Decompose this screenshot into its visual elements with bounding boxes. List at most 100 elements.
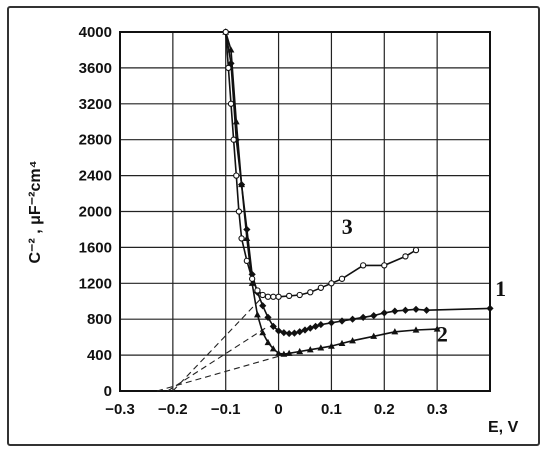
y-tick-label: 0 xyxy=(104,383,112,400)
series-3-point xyxy=(248,275,256,282)
series-2-point xyxy=(306,346,314,353)
series-2-point xyxy=(269,345,277,352)
series-1-point xyxy=(259,302,267,310)
series-2-point xyxy=(338,339,346,347)
y-tick-label: 2000 xyxy=(79,204,112,221)
series-3-point xyxy=(328,280,335,287)
series-2-point xyxy=(275,349,282,356)
y-tick-label: 400 xyxy=(87,347,112,364)
series-3-point xyxy=(225,64,232,72)
series-3-point xyxy=(264,293,272,300)
series-3-point xyxy=(317,284,325,291)
x-tick-label: 0.1 xyxy=(321,401,342,418)
series-2-point xyxy=(370,332,378,339)
x-tick-label: 0 xyxy=(274,401,282,418)
extrapolation-line-2 xyxy=(156,352,290,392)
series-2-point xyxy=(296,347,304,355)
series-2-point xyxy=(264,338,272,346)
series-1-point xyxy=(327,319,336,327)
y-tick-label: 1200 xyxy=(79,275,112,292)
plot-border xyxy=(119,31,491,392)
y-tick-label: 2400 xyxy=(79,168,112,185)
series-1-point xyxy=(370,312,378,320)
y-tick-label: 1600 xyxy=(79,239,112,256)
extrapolation-lines xyxy=(156,296,290,392)
curve-labels: 1 2 3 xyxy=(342,214,506,347)
series-1-point xyxy=(317,320,325,329)
series-3-point xyxy=(296,291,303,299)
series-1-point xyxy=(412,305,420,313)
series-3-point xyxy=(235,208,243,215)
series-2-point xyxy=(317,344,325,351)
y-tick-label: 2800 xyxy=(79,132,112,149)
series-2-point xyxy=(328,342,335,349)
curve-label-2: 2 xyxy=(437,322,448,347)
x-tick-label: −0.2 xyxy=(158,401,188,418)
series-3-point xyxy=(270,293,277,300)
series-3-point xyxy=(381,262,388,269)
y-tick-label: 3600 xyxy=(79,60,112,77)
x-tick-label: −0.3 xyxy=(105,401,135,418)
series-2 xyxy=(222,28,441,357)
series-2-point xyxy=(412,326,420,333)
series-1-point xyxy=(248,270,256,278)
series-1-point xyxy=(422,306,431,314)
series-2-point xyxy=(259,329,267,336)
series-3-point xyxy=(359,262,367,269)
series-1-point xyxy=(348,315,357,323)
series-3 xyxy=(222,28,420,300)
data-series xyxy=(222,28,494,357)
series-3-point xyxy=(227,100,235,107)
x-tick-label: 0.3 xyxy=(427,401,448,418)
series-1-point xyxy=(280,329,288,337)
series-1-point xyxy=(401,306,410,314)
x-tick-label: −0.1 xyxy=(211,401,241,418)
curve-label-3: 3 xyxy=(342,214,353,239)
series-1-point xyxy=(269,322,277,330)
series-1-point xyxy=(338,317,346,325)
series-3-point xyxy=(402,253,409,260)
series-3-point xyxy=(222,28,229,36)
series-3-point xyxy=(254,287,261,294)
series-3-point xyxy=(412,246,420,254)
series-3-point xyxy=(233,172,240,179)
y-axis-title: C⁻² , μF⁻²cm⁴ xyxy=(27,160,44,263)
series-3-point xyxy=(243,257,251,265)
series-2-point xyxy=(433,325,441,332)
series-2-point xyxy=(227,46,235,53)
series-2-point xyxy=(391,328,399,335)
y-tick-label: 800 xyxy=(87,311,112,328)
series-1-point xyxy=(285,329,293,338)
figure-frame xyxy=(7,6,540,446)
series-1-point xyxy=(290,329,299,337)
grid xyxy=(119,31,491,392)
series-1-line xyxy=(224,31,491,335)
series-2-point xyxy=(232,118,240,125)
series-1-point xyxy=(359,313,367,322)
tick-labels: −0.3 −0.2 −0.1 0 0.1 0.2 0.3 0 400 800 1200 1600 200… xyxy=(79,24,448,418)
series-2-point xyxy=(280,350,288,357)
series-3-point xyxy=(338,275,346,282)
series-3-line xyxy=(224,31,417,298)
series-2-point xyxy=(285,349,293,356)
series-1-point xyxy=(486,304,494,313)
series-2-point xyxy=(243,234,251,242)
series-1-point xyxy=(391,307,399,315)
y-tick-label: 3200 xyxy=(79,96,112,113)
series-2-point xyxy=(349,337,356,344)
extrapolation-line-3 xyxy=(172,296,264,392)
series-1-point xyxy=(380,309,388,317)
series-3-point xyxy=(259,291,266,299)
series-1-point xyxy=(264,313,272,322)
axes xyxy=(119,31,491,392)
x-axis-title: E, V xyxy=(488,419,519,436)
series-3-point xyxy=(307,289,314,296)
series-3-point xyxy=(285,292,293,300)
series-3-point xyxy=(275,293,282,300)
x-tick-label: 0.2 xyxy=(374,401,395,418)
curve-label-1: 1 xyxy=(495,276,506,301)
series-3-point xyxy=(230,136,237,143)
series-2-point xyxy=(238,180,245,188)
y-tick-label: 4000 xyxy=(79,24,112,41)
